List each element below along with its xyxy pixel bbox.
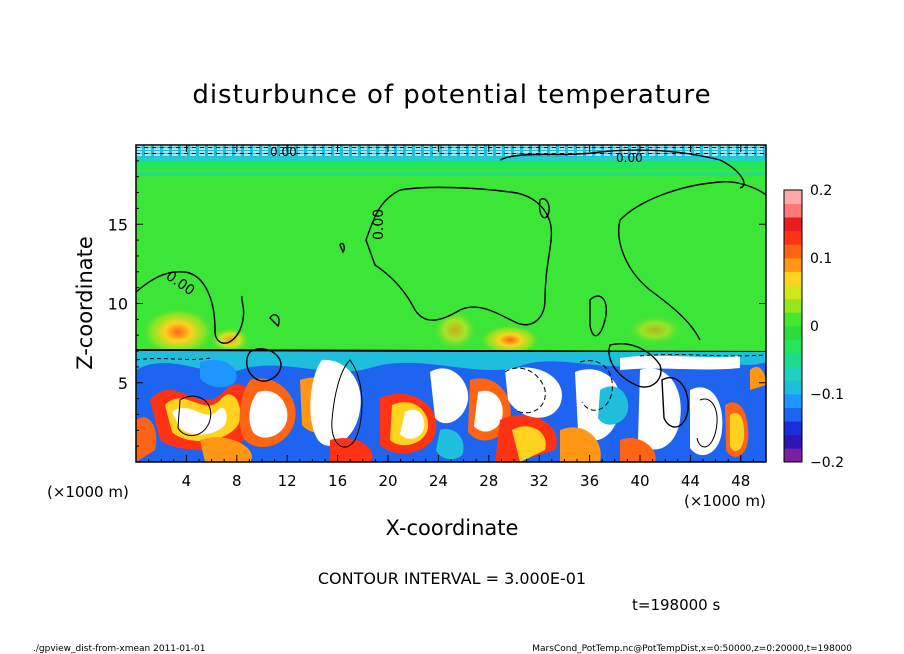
x-tick-label: 36 [580, 472, 599, 490]
x-tick-label: 4 [182, 472, 192, 490]
footer-left: ./gpview_dist-from-xmean 2011-01-01 [33, 644, 205, 654]
y-tick-label: 5 [118, 374, 128, 393]
x-axis-label: X-coordinate [386, 516, 519, 540]
colorbar-swatch [784, 394, 802, 408]
colorbar-tick-label: 0 [810, 319, 819, 335]
colorbar-swatch [784, 244, 802, 259]
colorbar-swatch [784, 312, 802, 327]
colorbar-swatch [784, 448, 802, 463]
footer-right: MarsCond_PotTemp.nc@PotTempDist,x=0:5000… [532, 644, 852, 654]
colorbar-tick-labels: 0.2 0.1 0 −0.1 −0.2 [810, 183, 844, 471]
contour-lines [136, 149, 766, 448]
x-tick-label: 32 [530, 472, 549, 490]
x-tick-label: 28 [479, 472, 498, 490]
colorbar-swatch [784, 258, 802, 272]
y-axis-label: Z-coordinate [73, 236, 97, 370]
chart-title: disturbunce of potential temperature [192, 80, 711, 110]
time-label: t=198000 s [632, 596, 720, 614]
axis-ticks [136, 145, 766, 462]
colorbar-swatch [784, 285, 802, 300]
colorbar-swatch [784, 421, 802, 436]
y-axis-unit: (×1000 m) [47, 483, 129, 501]
x-tick-label: 40 [630, 472, 649, 490]
colorbar [784, 190, 802, 463]
colorbar-swatch [784, 203, 802, 218]
colorbar-tick-label: 0.2 [810, 183, 832, 199]
y-tick-label: 10 [108, 295, 128, 314]
colorbar-frame [783, 189, 803, 463]
warm-spot-center [478, 324, 542, 356]
colorbar-tick-label: 0.1 [810, 251, 832, 267]
contour-label: 0.00 [616, 151, 643, 165]
x-tick-label: 8 [232, 472, 242, 490]
x-tick-label: 24 [429, 472, 448, 490]
x-tick-labels: 4 8 12 16 20 24 28 32 36 40 44 48 [182, 472, 751, 490]
x-tick-label: 16 [328, 472, 347, 490]
contour-label: 0.00 [371, 209, 387, 240]
colorbar-swatch [784, 353, 802, 368]
x-axis-unit: (×1000 m) [684, 492, 766, 510]
turbulent-structures [136, 352, 766, 462]
colorbar-swatch [784, 230, 802, 245]
colorbar-swatch [784, 326, 802, 340]
colorbar-swatch [784, 298, 802, 313]
y-tick-label: 15 [108, 215, 128, 234]
colorbar-swatch [784, 339, 802, 354]
colorbar-swatch [784, 217, 802, 232]
contour-label: 0.00 [270, 145, 297, 159]
inversion-line [136, 349, 766, 353]
contour-interval-text: CONTOUR INTERVAL = 3.000E-01 [318, 569, 586, 588]
y-tick-labels: 5 10 15 [108, 215, 128, 393]
warm-spot-left [140, 306, 216, 358]
x-tick-label: 44 [681, 472, 700, 490]
colorbar-tick-label: −0.1 [810, 387, 844, 403]
colorbar-swatch [784, 434, 802, 449]
x-tick-label: 48 [731, 472, 750, 490]
x-tick-label: 12 [278, 472, 297, 490]
colorbar-swatch [784, 407, 802, 422]
colorbar-swatch [784, 366, 802, 381]
colorbar-swatch [784, 190, 802, 204]
plot-area: 0.00 0.00 0.00 0.00 [136, 145, 766, 462]
colorbar-tick-label: −0.2 [810, 455, 844, 471]
colorbar-swatch [784, 271, 802, 286]
colorbar-swatch [784, 380, 802, 395]
x-tick-label: 20 [378, 472, 397, 490]
